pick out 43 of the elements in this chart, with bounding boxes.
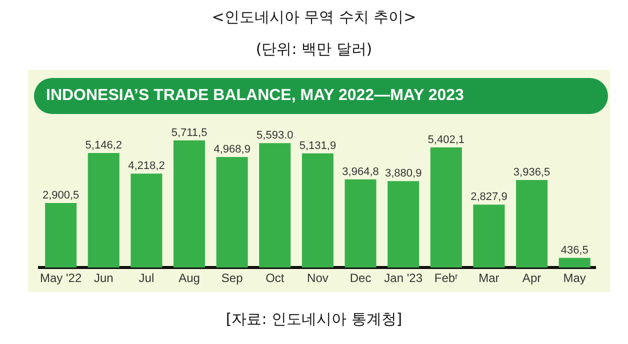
data-label: 3,964,8 [342, 166, 379, 178]
bar [216, 156, 248, 268]
bar [430, 147, 462, 268]
data-label: 2,827,9 [470, 191, 508, 204]
x-tick-label: Nov [307, 271, 328, 286]
bar [388, 181, 420, 268]
bar [473, 204, 505, 268]
text: INDONESIA’S TRADE BALANCE, MAY 2022—MAY 2023 [34, 78, 608, 114]
data-label: 5,711,5 [171, 126, 208, 139]
data-label: 436,5 [560, 244, 588, 256]
data-label: 4,218,2 [128, 160, 165, 172]
x-tick-label: Oct [266, 271, 285, 286]
x-tick-label: Mar [478, 271, 500, 286]
data-label: 5,402,1 [428, 134, 464, 146]
x-tick-label: May [563, 271, 586, 286]
bar [45, 203, 77, 268]
data-label: 5,146,2 [85, 140, 122, 152]
data-label: 3,880,9 [384, 168, 422, 180]
text: [자료: 인도네시아 통계청] [224, 310, 404, 329]
data-label: 4,968,9 [214, 143, 250, 156]
bar [174, 140, 206, 268]
x-tick-label: Jul [138, 271, 154, 286]
x-tick-label: Jan '23 [384, 271, 423, 286]
data-label: 2,900,5 [42, 190, 80, 202]
x-tick-label: Dec [350, 271, 372, 286]
chart-subtitle: (단위: 백만 달러) [254, 40, 374, 59]
x-tick-label: Jun [94, 271, 114, 286]
x-tick-label: Sep [221, 271, 244, 286]
bar [558, 258, 590, 268]
data-label: 5,131,9 [299, 140, 336, 152]
bar [516, 180, 548, 268]
bar [344, 179, 376, 268]
x-tick-label: Aug [178, 271, 200, 286]
bar [88, 153, 120, 268]
chart-title: <인도네시아 무역 수치 추이> [210, 8, 418, 27]
bar [259, 143, 291, 268]
data-label: 3,936,5 [513, 166, 550, 178]
x-tick-label: May '22 [40, 271, 82, 286]
x-tick-label: Febʳ [434, 271, 458, 286]
bar [302, 153, 334, 268]
data-label: 5,593.0 [256, 130, 294, 142]
x-tick-label: Apr [522, 271, 542, 286]
bar [130, 174, 162, 268]
